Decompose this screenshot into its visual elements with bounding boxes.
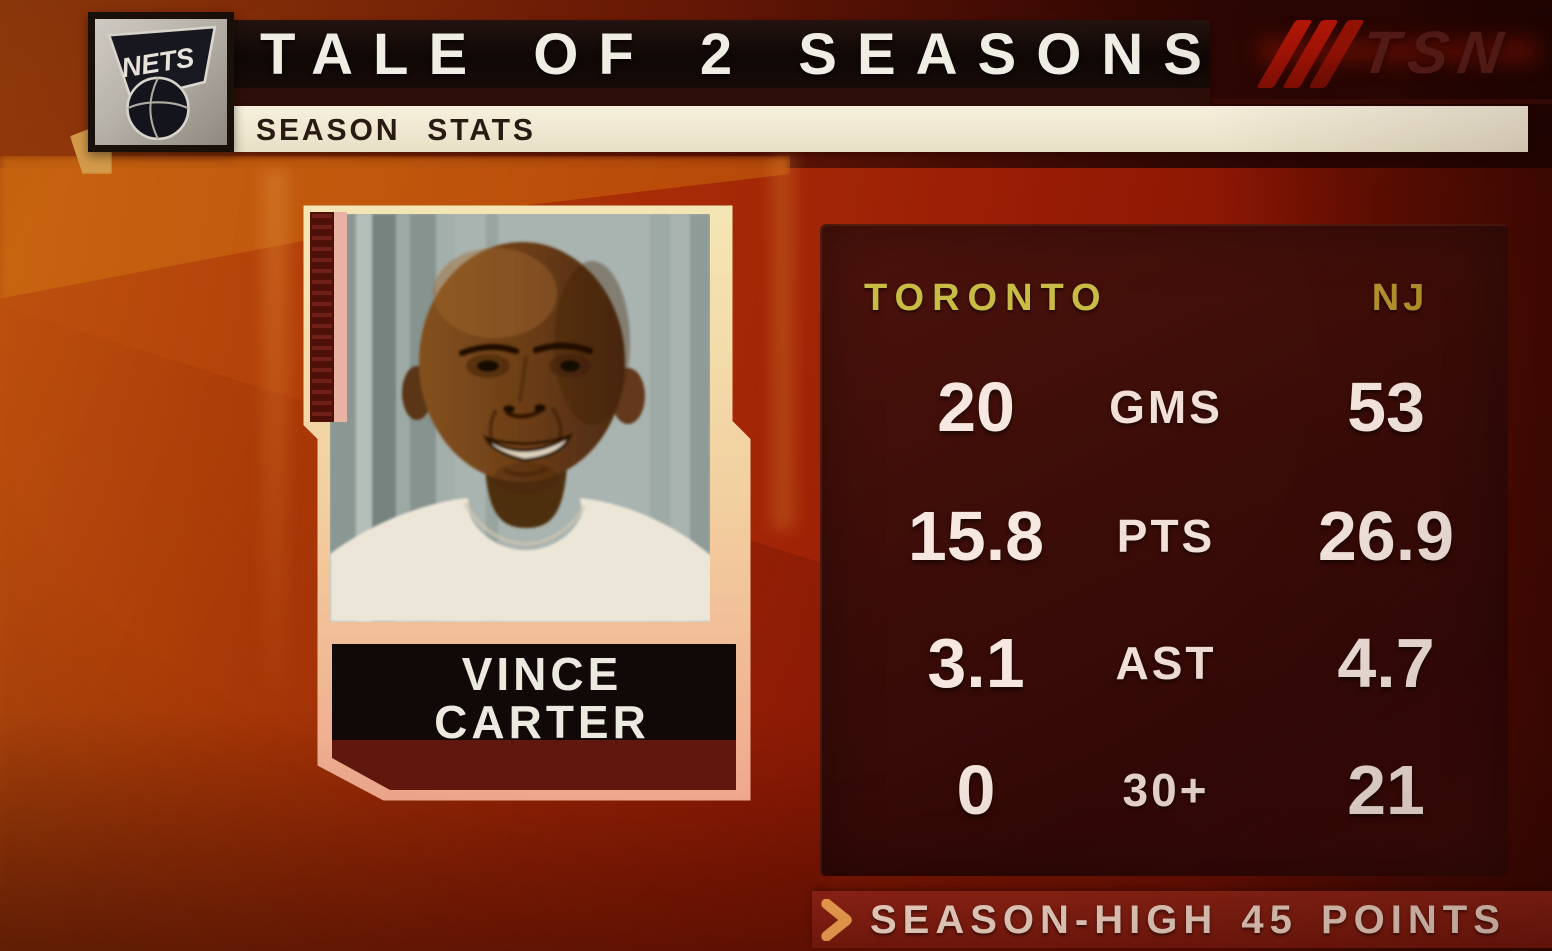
tsn-underline (1212, 99, 1552, 104)
player-portrait (330, 242, 710, 622)
stat-label: AST (1115, 637, 1217, 689)
background-light-streak (772, 150, 794, 530)
nets-logo-icon: NETS (95, 19, 227, 145)
page-title: TALE OF 2 SEASONS (260, 22, 1222, 87)
stat-row-assists: 3.1 AST 4.7 (820, 625, 1508, 701)
name-plate (332, 644, 736, 740)
tsn-logo: TSN (1256, 10, 1544, 105)
nj-value: 26.9 (1317, 497, 1455, 575)
player-first-name: VINCE (462, 648, 623, 700)
chevron-right-icon (821, 899, 852, 941)
footer-note: SEASON-HIGH 45 POINTS (870, 898, 1506, 942)
stat-row-thirty-plus: 0 30+ 21 (820, 752, 1508, 828)
title-bar-shadow (148, 88, 1210, 106)
toronto-value: 3.1 (927, 624, 1025, 702)
nj-value: 4.7 (1337, 624, 1435, 702)
toronto-value: 0 (956, 751, 996, 829)
column-header-toronto: TORONTO (864, 277, 1109, 319)
toronto-value: 20 (937, 368, 1015, 446)
stat-row-points: 15.8 PTS 26.9 (820, 498, 1508, 574)
name-plate-lower (332, 740, 736, 790)
player-photo (330, 214, 710, 622)
player-photo-frame: VINCE CARTER (303, 205, 751, 801)
player-last-name: CARTER (434, 696, 650, 748)
nj-value: 21 (1347, 751, 1425, 829)
stat-label: 30+ (1122, 764, 1210, 816)
subtitle-bar: SEASON STATS (232, 106, 1528, 152)
nets-logo: NETS (88, 12, 234, 152)
stat-label: PTS (1116, 510, 1216, 562)
nj-value: 53 (1347, 368, 1425, 446)
background-light-streak (262, 170, 288, 690)
tsn-wordmark: TSN (1357, 19, 1517, 86)
title-bar: TALE OF 2 SEASONS (148, 20, 1210, 88)
stat-label: GMS (1109, 381, 1223, 433)
season-stats-panel: TORONTO NJ 20 GMS 53 15.8 PTS 26.9 3.1 A… (820, 224, 1508, 876)
stat-row-games: 20 GMS 53 (820, 369, 1508, 445)
subtitle: SEASON STATS (256, 112, 536, 147)
player-photo-card: VINCE CARTER (290, 198, 768, 846)
frame-pink-stripe (334, 212, 347, 422)
column-header-nj: NJ (1371, 277, 1429, 319)
footer-note-bar: SEASON-HIGH 45 POINTS (812, 891, 1552, 948)
toronto-value: 15.8 (907, 497, 1045, 575)
